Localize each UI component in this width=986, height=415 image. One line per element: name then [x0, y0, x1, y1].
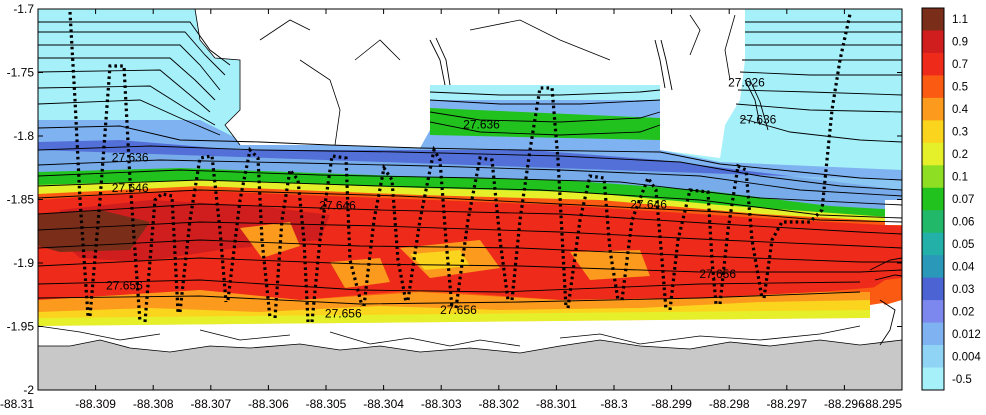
y-tick-label: -1.7 [13, 2, 34, 16]
colorbar-swatch [922, 300, 944, 324]
x-tick-label: -88.297 [766, 397, 807, 411]
x-tick-label: -88.298 [709, 397, 750, 411]
ctd-tracks [68, 11, 852, 323]
contour-label: 27.626 [728, 75, 765, 89]
contour-label: 27.646 [630, 197, 667, 211]
y-tick-label: -1.8 [13, 129, 34, 143]
x-tick-label: -88.295 [861, 397, 902, 411]
colorbar-label: 0.004 [952, 351, 981, 363]
contour-label: 27.636 [112, 150, 149, 164]
mask-outline [38, 9, 861, 347]
x-tick-label: -88.296 [824, 397, 865, 411]
colorbar-swatch [922, 367, 944, 391]
contour-label: 27.656 [440, 303, 477, 317]
colorbar-label: 0.06 [952, 216, 974, 228]
colorbar-swatch [922, 277, 944, 301]
colorbar-swatch [922, 255, 944, 279]
x-axis: -88.31 -88.309 -88.308 -88.307 -88.306 -88.30… [0, 9, 903, 411]
contour-label: 27.636 [463, 117, 500, 131]
contour-labels: 27.626 27.636 27.636 27.646 27.646 27.646 27.6… [106, 75, 777, 321]
seabed [38, 339, 902, 390]
contour-lines [38, 21, 902, 346]
contour-label: 27.656 [325, 307, 362, 321]
x-tick-label: -88.302 [478, 397, 519, 411]
y-tick-label: -1.9 [13, 256, 34, 270]
x-tick-label: -88.31 [0, 397, 34, 411]
y-tick-label: -2 [23, 383, 34, 397]
colorbar-label: 0.9 [952, 37, 968, 49]
colorbar-swatch [922, 75, 944, 99]
colorbar-swatch [922, 322, 944, 346]
colorbar-label: 1.1 [952, 14, 968, 26]
field-orange-patch-3 [330, 258, 390, 288]
mask-upper-mid [420, 9, 745, 85]
colorbar-swatch [922, 120, 944, 144]
colorbar-label: 0.02 [952, 306, 974, 318]
colorbar-swatch [922, 8, 944, 31]
field-orange-patch-1 [240, 222, 300, 258]
field-orange-patch-4 [570, 250, 650, 280]
colorbar-label: 0.1 [952, 172, 968, 184]
x-tick-label: -88.305 [306, 397, 347, 411]
y-tick-label: -1.95 [7, 320, 35, 334]
colorbar-label: -0.5 [952, 374, 972, 386]
colorbar-label: 0.5 [952, 82, 968, 94]
colorbar-label: 0.2 [952, 149, 968, 161]
colorbar-swatch [922, 97, 944, 121]
x-tick-label: -88.307 [190, 397, 231, 411]
mask-right-lower [885, 200, 902, 225]
field-right-orange-edge [870, 278, 902, 305]
colorbar-swatch [922, 142, 944, 166]
colorbar-swatch [922, 187, 944, 211]
colorbar-label: 0.03 [952, 284, 974, 296]
mask-upper-left [195, 9, 430, 148]
colorbar-label: 0.012 [952, 329, 981, 341]
x-tick-label: -88.306 [248, 397, 289, 411]
y-axis: -1.7 -1.75 -1.8 -1.85 -1.9 -1.95 -2 [7, 2, 902, 397]
x-tick-label: -88.309 [75, 397, 116, 411]
colorbar-swatch [922, 345, 944, 369]
colorbar-swatch [922, 165, 944, 189]
colorbar-label: 0.05 [952, 239, 974, 251]
y-tick-label: -1.85 [7, 193, 35, 207]
contour-label: 27.646 [319, 199, 356, 213]
field-brown-core [38, 210, 150, 252]
colorbar: 1.1 0.9 0.7 0.5 0.4 0.3 0.2 0.1 0.07 0.06 0.05 0.04… [921, 7, 981, 391]
x-tick-label: -88.304 [363, 397, 404, 411]
contour-label: 27.646 [112, 181, 149, 195]
mask-mid-notch [660, 85, 725, 158]
colorbar-label: 0.04 [952, 261, 975, 273]
x-tick-label: -88.308 [133, 397, 174, 411]
x-tick-label: -88.303 [421, 397, 462, 411]
field-light-bottom [38, 310, 870, 326]
contour-label: 27.656 [106, 279, 143, 293]
x-tick-label: -88.301 [536, 397, 577, 411]
colorbar-label: 0.7 [952, 59, 968, 71]
contour-label: 27.636 [740, 112, 777, 126]
colorbar-frame [921, 7, 945, 391]
colorbar-label: 0.07 [952, 194, 974, 206]
x-tick-label: -88.299 [651, 397, 692, 411]
colorbar-swatch [922, 232, 944, 256]
colorbar-label: 0.3 [952, 127, 968, 139]
colorbar-swatch [922, 210, 944, 234]
y-tick-label: -1.75 [7, 66, 35, 80]
x-tick-label: -88.3 [600, 397, 628, 411]
contour-label: 27.656 [699, 267, 736, 281]
colorbar-label: 0.4 [952, 104, 969, 116]
colorbar-swatch [922, 52, 944, 76]
plot-area: 27.626 27.636 27.636 27.646 27.646 27.646 27.6… [38, 9, 902, 390]
colorbar-swatch [922, 30, 944, 54]
mask-lower-white [38, 300, 902, 345]
